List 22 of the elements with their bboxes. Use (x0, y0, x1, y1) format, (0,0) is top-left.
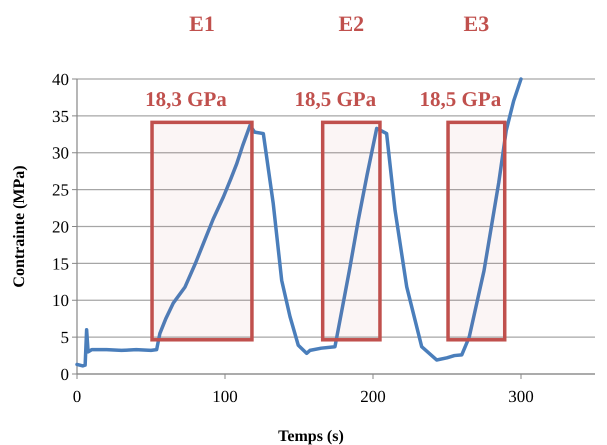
y-tick-label: 40 (52, 70, 69, 89)
x-tick-label: 200 (360, 387, 386, 406)
x-tick-label: 300 (508, 387, 534, 406)
x-tick-label: 0 (72, 387, 82, 406)
band-label: E3 (464, 11, 490, 36)
y-axis-title: Contrainte (MPa) (11, 165, 28, 288)
band-label: E2 (338, 11, 364, 36)
annotation: 18,5 GPa (294, 86, 377, 111)
x-axis-title: Temps (s) (278, 428, 344, 445)
y-tick-label: 15 (52, 254, 69, 274)
y-tick-label: 35 (52, 106, 69, 126)
y-tick-label: 20 (52, 217, 69, 236)
line-series (75, 77, 523, 368)
y-tick-label: 30 (52, 144, 69, 163)
y-tick-label: 0 (60, 364, 69, 384)
band-label: E1 (189, 11, 215, 36)
x-tick-label: 100 (212, 387, 238, 406)
annotation: 18,3 GPa (145, 86, 228, 111)
y-tick-label: 10 (52, 291, 69, 310)
annotation: 18,5 GPa (420, 86, 502, 111)
y-tick-label: 5 (60, 328, 69, 348)
y-tick-label: 25 (52, 180, 69, 200)
